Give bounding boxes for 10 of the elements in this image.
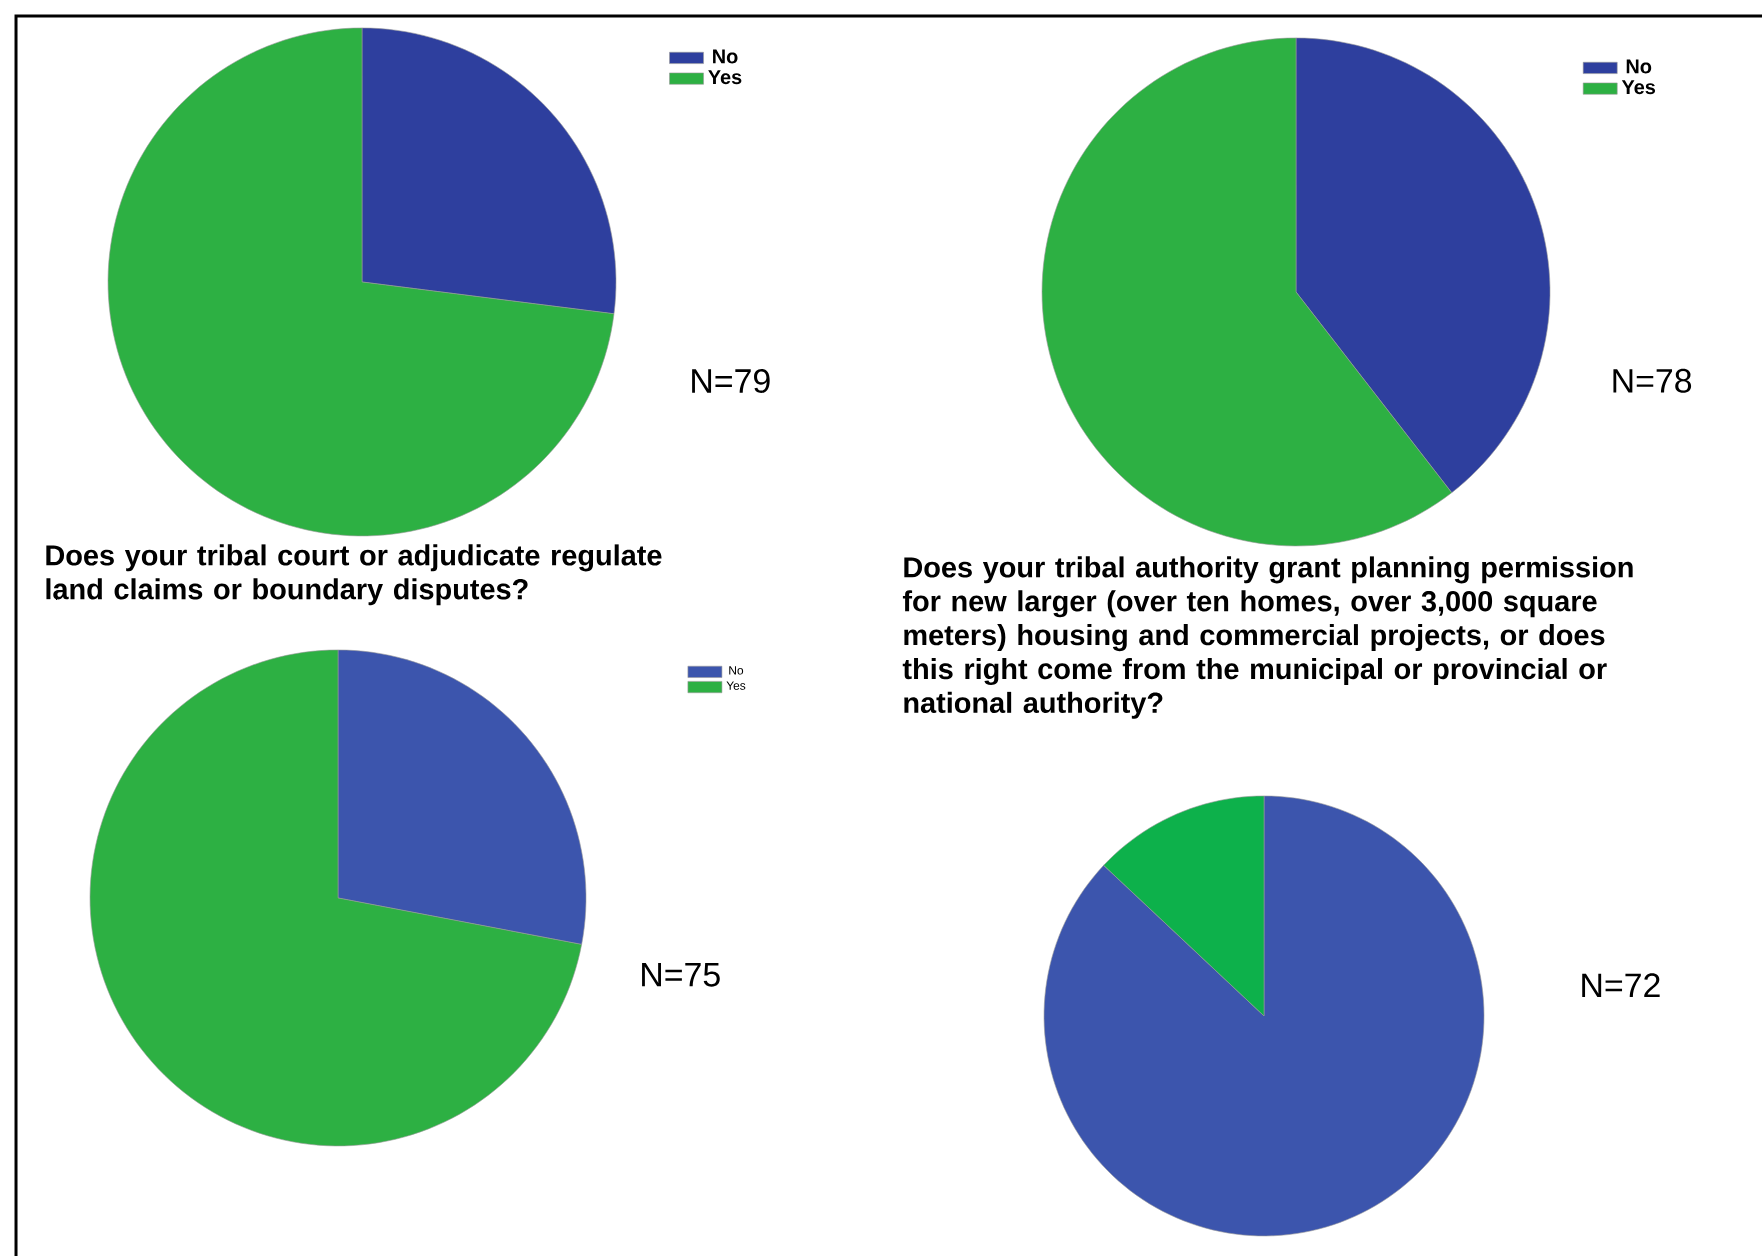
- chart-title: Does your tribal authority grant planning permission for new larger (over ten homes, over 3,000 square meters) housing and commercial projects, or does this right come from the municipal or provincial or national authority?: [902, 556, 1633, 719]
- legend-label: Yes: [1621, 80, 1656, 95]
- legend-label: No: [1626, 59, 1652, 74]
- text: N=79: [692, 369, 770, 394]
- text: N=72: [1582, 973, 1660, 997]
- legend-label: Yes: [708, 70, 742, 85]
- legend-label: No: [713, 49, 738, 64]
- chart-title: Does your tribal court or adjudicate regulate land claims or boundary disputes?: [46, 544, 662, 606]
- text: N=75: [642, 963, 720, 987]
- text: N=78: [1613, 368, 1692, 393]
